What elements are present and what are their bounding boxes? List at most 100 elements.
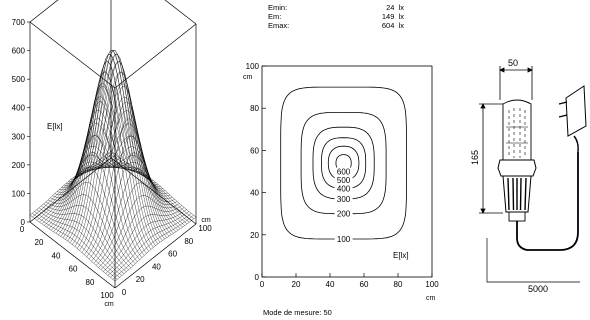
- z-tick-label: 600: [12, 47, 26, 56]
- mesh-line-y: [47, 182, 134, 267]
- contour-label-bg: [334, 167, 353, 176]
- contour-y-tick-label: 40: [250, 189, 259, 198]
- sensor-cable-gland: [508, 211, 526, 222]
- mesh-line-y: [65, 61, 152, 250]
- mesh-line-y: [74, 54, 161, 243]
- contour-x-tick-label: 80: [394, 280, 403, 289]
- mesh-line-y: [54, 135, 140, 260]
- surface-z-label: E[lx]: [47, 122, 63, 131]
- box-floor-edge: [29, 221, 116, 289]
- mesh-line-y: [101, 157, 188, 225]
- contour-legend-label: E[lx]: [393, 251, 409, 260]
- x-tick-label: 100: [100, 291, 114, 300]
- surface-mesh: [29, 50, 197, 282]
- mesh-line-y: [52, 151, 138, 262]
- plug-prong: [558, 101, 568, 105]
- mesh-line-y: [29, 214, 116, 282]
- box-top-edge: [29, 0, 59, 23]
- mesh-line-y: [90, 135, 176, 232]
- contour-x-tick-label: 40: [326, 280, 335, 289]
- mesh-line-y: [45, 194, 131, 269]
- stats-label: Emin:: [268, 3, 288, 12]
- mesh-line-y: [41, 205, 127, 272]
- mesh-line-y: [86, 110, 172, 235]
- y-unit-label: cm: [201, 217, 211, 224]
- contour-line-300: [312, 126, 375, 200]
- contour-x-unit: cm: [426, 295, 436, 302]
- contour-label-bg: [334, 184, 353, 193]
- stats-value: 149 lx: [381, 12, 404, 21]
- mesh-line-y: [95, 155, 181, 229]
- contour-line-100: [280, 86, 407, 240]
- x-tick-label: 0: [20, 225, 25, 234]
- contour-line-400: [321, 137, 367, 189]
- z-tick-label: 300: [12, 132, 26, 141]
- contour-x-tick-label: 20: [292, 280, 301, 289]
- power-plug-body: [565, 85, 587, 137]
- contour-line-200: [300, 111, 387, 215]
- mesh-line-y: [83, 96, 170, 237]
- mesh-line-y: [36, 209, 122, 276]
- mesh-line-y: [99, 159, 185, 226]
- box-top-edge: [114, 23, 197, 89]
- width-dimension-value: 50: [508, 58, 518, 68]
- y-tick-label: 60: [168, 250, 177, 259]
- mesh-line-y: [63, 72, 149, 252]
- z-tick-label: 0: [21, 218, 26, 227]
- mesh-line-y: [70, 50, 156, 246]
- width-arrows: [499, 67, 533, 73]
- contour-label-bg: [334, 194, 353, 203]
- mesh-line-y: [110, 150, 197, 218]
- cable-length-value: 5000: [528, 284, 548, 294]
- sensor-grip-ribs: [507, 177, 527, 211]
- cable-length-dimension: [486, 238, 580, 283]
- contour-plot-frame: [261, 65, 433, 278]
- contour-y-tick-label: 100: [246, 62, 260, 71]
- mesh-line-y: [106, 154, 192, 221]
- z-tick-label: 100: [12, 189, 26, 198]
- sensor-grip: [502, 175, 532, 213]
- x-tick-label: 60: [69, 265, 78, 274]
- mesh-line-y: [108, 152, 194, 219]
- mesh-line-y: [38, 207, 125, 274]
- sensor-head-hatching: [508, 108, 526, 158]
- x-tick-label: 40: [52, 251, 61, 260]
- mesh-line-y: [61, 85, 147, 254]
- contour-level-label: 200: [337, 210, 351, 219]
- z-tick-label: 500: [12, 75, 26, 84]
- contour-y-tick-label: 0: [255, 273, 260, 282]
- stats-label: Emax:: [268, 21, 290, 30]
- sensor-device-diagram: 50 165: [470, 58, 587, 294]
- surface-3d-chart: 0100200300400500600700020406080100cm0204…: [12, 0, 213, 308]
- contour-level-label: 300: [337, 195, 351, 204]
- height-dimension-value: 165: [470, 150, 480, 165]
- y-tick-label: 100: [198, 224, 212, 233]
- y-tick-label: 40: [152, 262, 161, 271]
- sensor-head: [502, 99, 532, 161]
- mesh-line-y: [72, 50, 158, 244]
- surface-bounding-box: [29, 0, 197, 289]
- contour-x-tick-label: 100: [425, 280, 439, 289]
- measurement-mode-text: Mode de mesure: 50: [263, 308, 332, 317]
- contour-x-tick-label: 60: [360, 280, 369, 289]
- contour-ticks: 0 20 40 60 80 100 0 20 40 60 80 100: [246, 62, 440, 289]
- contour-y-unit: cm: [243, 74, 253, 81]
- mesh-line-y: [92, 146, 179, 231]
- mesh-line-y: [50, 167, 136, 264]
- cable-bend: [573, 135, 579, 153]
- z-tick-label: 400: [12, 104, 26, 113]
- mesh-line-y: [77, 61, 163, 241]
- contour-label-bg: [334, 235, 353, 244]
- mesh-line-y: [34, 211, 120, 278]
- x-unit-label: cm: [104, 301, 114, 308]
- y-tick-label: 20: [136, 275, 145, 284]
- x-tick-label: 80: [86, 278, 95, 287]
- y-tick-label: 80: [184, 237, 193, 246]
- x-tick-label: 20: [35, 238, 44, 247]
- surface-axes: 0100200300400500600700020406080100cm0204…: [12, 18, 213, 308]
- box-floor-edge: [114, 223, 197, 289]
- stats-value: 604 lx: [381, 21, 404, 30]
- contour-y-tick-label: 20: [250, 231, 259, 240]
- mesh-line-x: [65, 61, 147, 240]
- contour-chart: 0 20 40 60 80 100 0 20 40 60 80 100 100 200 300 400500…: [243, 62, 439, 302]
